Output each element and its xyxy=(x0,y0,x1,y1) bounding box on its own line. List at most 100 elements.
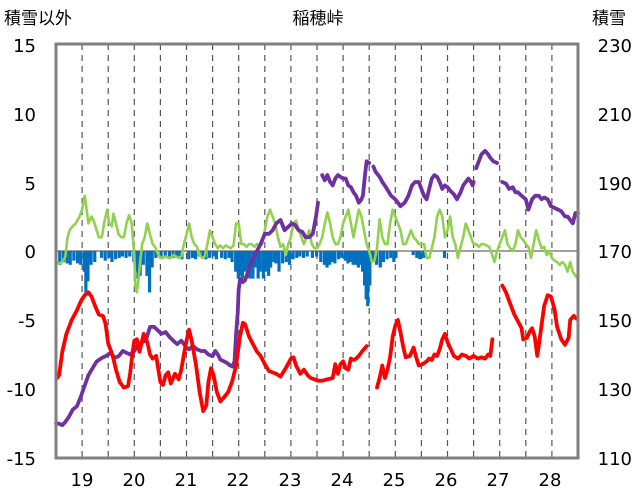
blue-bar xyxy=(354,251,358,265)
blue-bar xyxy=(238,251,242,276)
blue-bar xyxy=(107,251,111,258)
blue-bar xyxy=(214,251,218,260)
x-tick-label: 20 xyxy=(123,470,146,491)
vertical-gridlines xyxy=(81,44,553,458)
blue-bar xyxy=(147,251,152,293)
blue-bar xyxy=(272,251,276,263)
blue-bar xyxy=(381,251,386,263)
x-tick-label: 24 xyxy=(331,470,354,491)
blue-bar xyxy=(234,251,238,272)
right-tick-label: 230 xyxy=(598,36,632,57)
right-tick-label: 170 xyxy=(598,242,632,263)
blue-bar xyxy=(322,251,327,265)
blue-bar xyxy=(261,251,265,279)
purple-series-line xyxy=(54,200,320,428)
blue-bar xyxy=(277,251,281,272)
plot-frame xyxy=(54,42,580,460)
blue-bar xyxy=(394,251,398,258)
blue-bar xyxy=(86,251,90,282)
blue-bar xyxy=(305,251,309,257)
green-series-line xyxy=(54,194,580,294)
right-tick-label: 190 xyxy=(598,174,632,195)
blue-bar xyxy=(230,251,234,263)
blue-bar xyxy=(93,251,97,263)
blue-bar xyxy=(336,251,341,260)
blue-bar xyxy=(65,251,69,264)
red-series-line xyxy=(375,318,495,390)
blue-bar xyxy=(128,251,132,257)
blue-bar xyxy=(281,251,285,264)
blue-bar xyxy=(295,251,299,258)
blue-bar xyxy=(136,251,140,279)
blue-bar xyxy=(178,251,182,258)
blue-bar xyxy=(175,251,179,257)
blue-bar xyxy=(124,251,128,258)
blue-bar xyxy=(284,251,288,263)
blue-bar xyxy=(114,251,118,260)
blue-bar xyxy=(330,251,334,263)
blue-bar xyxy=(72,251,76,261)
line-series xyxy=(54,149,580,428)
blue-bar xyxy=(310,251,315,258)
x-tick-labels: 19 20 21 22 23 24 25 26 27 28 xyxy=(71,470,562,491)
blue-bar xyxy=(240,251,245,279)
red-series-line xyxy=(500,283,579,358)
plot-border xyxy=(54,42,580,460)
left-tick-label: 0 xyxy=(25,242,36,263)
blue-bar xyxy=(58,251,62,265)
right-tick-label: 150 xyxy=(598,311,632,332)
chart-title: 稲穂峠 xyxy=(293,9,344,29)
x-tick-label: 19 xyxy=(71,470,94,491)
blue-bar xyxy=(246,251,250,276)
blue-bar xyxy=(251,251,255,279)
blue-bar xyxy=(333,251,337,264)
blue-bar xyxy=(68,251,72,265)
blue-bar xyxy=(120,251,125,257)
blue-bar xyxy=(167,251,171,257)
blue-bar xyxy=(187,251,191,260)
blue-bar xyxy=(253,251,257,268)
purple-series-line xyxy=(500,180,580,226)
blue-bar xyxy=(99,251,104,258)
blue-bar xyxy=(291,251,295,260)
purple-series-line xyxy=(320,159,372,205)
blue-bar xyxy=(442,251,447,258)
blue-bar xyxy=(422,251,426,258)
blue-bar xyxy=(145,251,149,276)
blue-bar xyxy=(79,251,83,265)
blue-bar xyxy=(325,251,329,268)
blue-bar xyxy=(351,251,355,265)
blue-bar xyxy=(319,251,323,263)
blue-bar xyxy=(117,251,121,258)
blue-bar xyxy=(103,251,107,261)
blue-bar xyxy=(346,251,350,264)
blue-bar xyxy=(348,251,353,263)
blue-bar xyxy=(75,251,80,264)
purple-series-line xyxy=(474,149,499,171)
blue-bar xyxy=(219,251,224,258)
blue-bar xyxy=(274,251,278,264)
left-tick-label: -15 xyxy=(7,449,36,470)
blue-bar xyxy=(328,251,332,265)
blue-bar xyxy=(163,251,167,258)
x-tick-label: 28 xyxy=(539,470,562,491)
blue-bar xyxy=(269,251,273,268)
left-tick-label: 5 xyxy=(25,174,36,195)
blue-bar xyxy=(360,251,365,272)
blue-bar xyxy=(411,251,415,256)
blue-bar xyxy=(298,251,302,257)
blue-bar xyxy=(340,251,344,258)
blue-bar xyxy=(223,251,227,260)
blue-bar xyxy=(389,251,393,258)
blue-bar xyxy=(266,251,271,276)
blue-bar xyxy=(392,251,396,263)
blue-bar xyxy=(343,251,347,261)
left-tick-labels: 15 10 5 0 -5 -10 -15 xyxy=(7,36,36,470)
blue-bar xyxy=(258,251,262,272)
right-tick-label: 110 xyxy=(598,449,632,470)
blue-bar xyxy=(378,251,382,268)
blue-bar xyxy=(385,251,389,260)
x-tick-label: 23 xyxy=(279,470,302,491)
blue-bar xyxy=(159,251,163,257)
